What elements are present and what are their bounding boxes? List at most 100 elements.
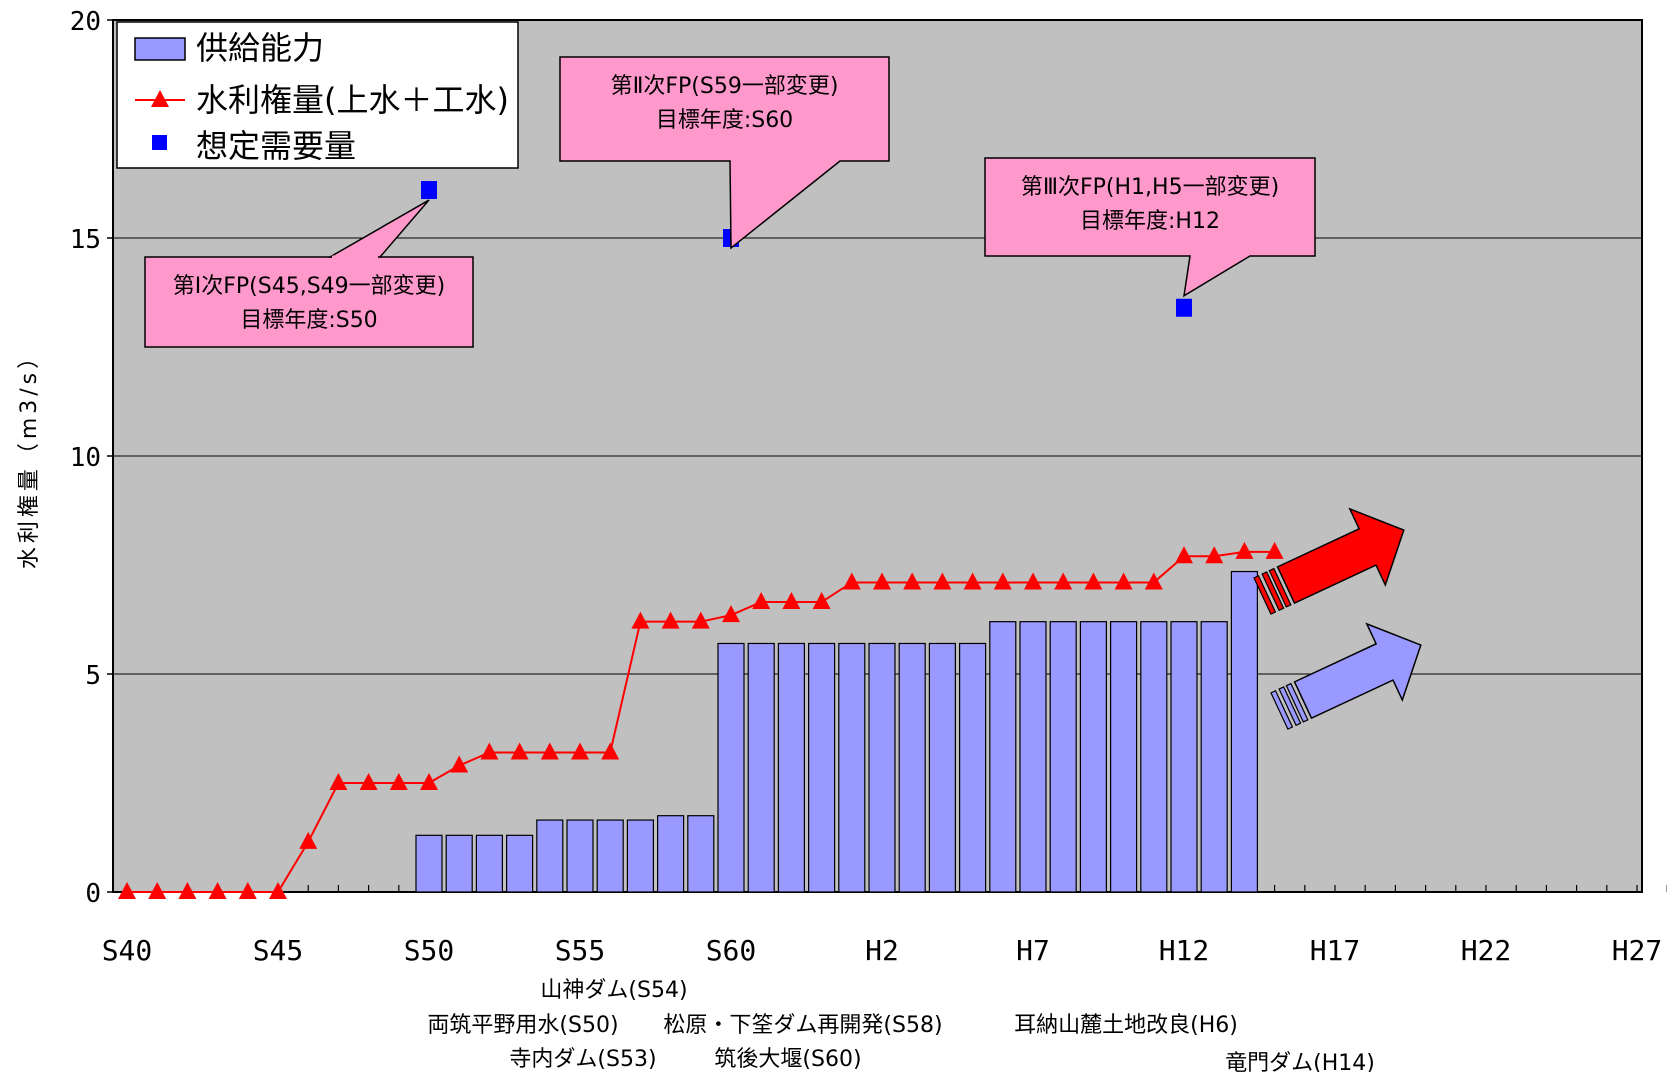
supply-bar	[1230, 570, 1259, 893]
rights-arrow-stripe	[1268, 567, 1292, 608]
water-rights-marker	[389, 773, 408, 790]
callout-text: 第Ⅲ次FP(H1,H5一部変更)	[1021, 175, 1279, 200]
project-label: 寺内ダム(S53)	[509, 1047, 656, 1072]
water-rights-marker	[1235, 541, 1254, 559]
supply-bar	[687, 815, 715, 893]
supply-bar	[1109, 621, 1138, 893]
water-rights-marker	[601, 742, 620, 760]
water-rights-marker	[118, 882, 136, 899]
supply-bar	[868, 642, 896, 893]
callout-box	[144, 256, 474, 348]
water-rights-marker	[1205, 546, 1224, 564]
x-tick-label: H2	[865, 934, 899, 967]
supply-bar	[777, 642, 806, 893]
supply-bar	[445, 834, 473, 893]
x-tick-label: H7	[1016, 934, 1050, 967]
y-tick-labels: 0 5 10 15 20	[70, 7, 101, 909]
legend-swatch-square	[152, 135, 167, 150]
callout-text: 第Ⅰ次FP(S45,S49一部変更)	[173, 274, 446, 299]
rights-arrow-stripe	[1253, 574, 1277, 615]
y-tick-label: 5	[85, 661, 101, 691]
demand-marker	[1176, 298, 1192, 317]
water-rights-marker	[1054, 572, 1073, 590]
water-rights-marker	[752, 592, 771, 610]
project-label: 筑後大堰(S60)	[714, 1047, 861, 1072]
water-rights-marker	[359, 773, 378, 790]
water-rights-marker	[782, 592, 801, 610]
supply-bar	[415, 834, 443, 893]
water-rights-marker	[631, 611, 650, 629]
supply-bar	[958, 642, 987, 893]
supply-bar	[807, 642, 836, 893]
water-rights-marker	[993, 572, 1012, 590]
water-rights-marker	[1084, 572, 1103, 590]
supply-arrow-stripe	[1270, 689, 1294, 730]
water-rights-marker	[238, 882, 257, 899]
water-rights-marker	[148, 882, 167, 899]
water-rights-marker	[661, 611, 680, 629]
supply-bar	[566, 819, 594, 893]
water-rights-marker	[420, 773, 438, 790]
project-label: 竜門ダム(H14)	[1225, 1051, 1375, 1072]
y-tick-label: 20	[70, 7, 101, 37]
project-labels: 山神ダム(S54) 両筑平野用水(S50) 寺内ダム(S53) 松原・下筌ダム再…	[427, 978, 1374, 1072]
project-label: 山神ダム(S54)	[540, 978, 687, 1003]
water-rights-marker	[812, 592, 831, 610]
y-tick-label: 0	[85, 879, 101, 909]
supply-arrow-stripe	[1285, 682, 1309, 723]
supply-bar	[1049, 621, 1077, 893]
supply-bar	[717, 642, 745, 893]
legend-label-demand: 想定需要量	[196, 127, 356, 165]
supply-bar	[898, 642, 926, 893]
supply-arrow-body	[1293, 622, 1422, 720]
callout-text: 目標年度:H12	[1080, 209, 1220, 234]
x-tick-label: H12	[1159, 934, 1210, 967]
water-rights-marker	[1265, 541, 1284, 559]
water-rights-marker	[450, 755, 469, 773]
supply-bar	[1140, 621, 1168, 893]
project-label: 耳納山麓土地改良(H6)	[1014, 1013, 1238, 1038]
water-rights-marker	[873, 572, 891, 590]
callout-text: 目標年度:S50	[240, 308, 377, 333]
callout-text: 目標年度:S60	[656, 108, 793, 133]
supply-bar	[1079, 621, 1108, 893]
water-rights-marker	[722, 605, 740, 623]
water-rights-marker	[1114, 572, 1133, 590]
callout-box	[984, 157, 1316, 298]
x-tick-label: S55	[555, 934, 606, 967]
water-rights-marker	[842, 572, 861, 590]
supply-bar	[626, 819, 655, 893]
water-rights-line	[118, 541, 1284, 899]
water-rights-marker	[208, 882, 227, 899]
x-tick-label: S60	[706, 934, 757, 967]
rights-arrow-body	[1276, 507, 1405, 605]
legend-swatch-bar	[134, 37, 186, 61]
callouts: 第Ⅰ次FP(S45,S49一部変更) 目標年度:S50 第Ⅱ次FP(S59一部変更)…	[144, 56, 1316, 348]
x-tick-label: H17	[1310, 934, 1361, 967]
water-rights-marker	[963, 572, 982, 590]
supply-bar	[475, 834, 503, 893]
water-rights-marker	[480, 742, 499, 760]
supply-bar	[656, 815, 685, 893]
water-rights-marker	[1144, 572, 1163, 590]
supply-bar	[747, 642, 775, 893]
water-rights-marker	[1024, 572, 1042, 590]
supply-bar	[1200, 621, 1228, 893]
x-tick-labels: S40 S45 S50 S55 S60 H2 H7 H12 H17 H22 H2…	[102, 934, 1663, 967]
legend-swatch-triangle	[151, 90, 169, 107]
x-tick-label: S50	[404, 934, 455, 967]
future-arrows	[1253, 507, 1422, 730]
water-rights-marker	[1175, 546, 1193, 564]
water-rights-marker	[691, 611, 710, 629]
supply-arrow-stripe	[1278, 686, 1302, 727]
demand-marker	[421, 181, 437, 200]
supply-bars	[415, 570, 1259, 893]
legend: 供給能力 水利権量(上水＋工水) 想定需要量	[116, 21, 519, 169]
legend-label-supply: 供給能力	[196, 29, 324, 67]
rights-arrow	[1253, 507, 1405, 615]
y-tick-label: 10	[70, 443, 101, 473]
project-label: 両筑平野用水(S50)	[427, 1013, 618, 1038]
supply-bar	[1019, 621, 1047, 893]
water-rights-marker	[178, 882, 197, 899]
